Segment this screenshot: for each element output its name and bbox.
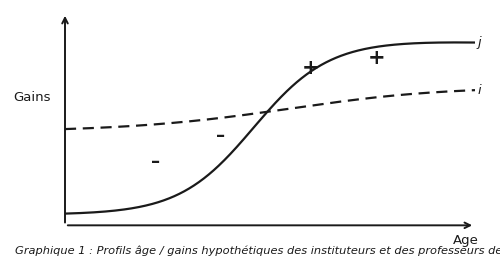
Text: Graphique 1 : Profils âge / gains hypothétiques des instituteurs et des professe: Graphique 1 : Profils âge / gains hypoth… bbox=[15, 246, 500, 256]
Text: +: + bbox=[302, 58, 320, 78]
Text: Gains: Gains bbox=[14, 91, 51, 104]
Text: +: + bbox=[368, 48, 386, 68]
Text: Age: Age bbox=[453, 234, 479, 247]
Text: i: i bbox=[477, 84, 480, 97]
Text: –: – bbox=[150, 153, 160, 171]
Text: j: j bbox=[477, 36, 480, 49]
Text: –: – bbox=[216, 127, 226, 145]
